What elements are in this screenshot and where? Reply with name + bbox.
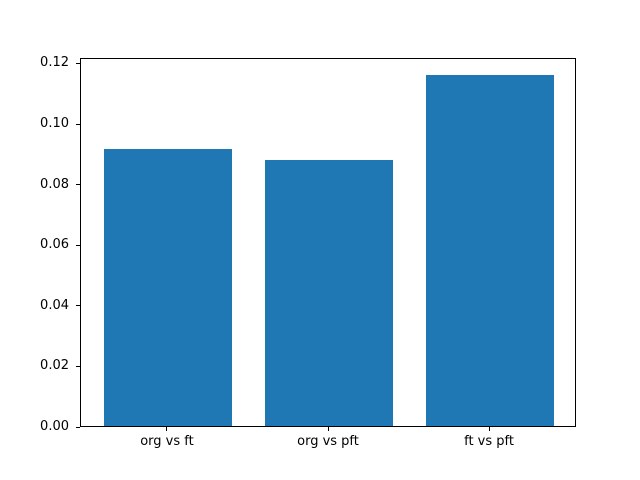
y-tick-mark [76, 305, 80, 307]
y-tick-mark [76, 426, 80, 428]
x-tick-mark [166, 427, 168, 431]
x-tick-mark [488, 427, 490, 431]
y-tick-label: 0.00 [40, 419, 69, 434]
x-tick-mark [327, 427, 329, 431]
bar-ft-vs-pft [425, 74, 555, 426]
bar-org-vs-pft [264, 160, 394, 426]
y-tick-label: 0.10 [40, 116, 69, 132]
y-tick-mark [76, 365, 80, 367]
x-tick-label: ft vs pft [464, 434, 514, 449]
y-tick-mark [76, 123, 80, 125]
y-tick-label: 0.02 [40, 358, 69, 374]
y-tick-mark [76, 62, 80, 64]
bar-org-vs-ft [103, 148, 233, 426]
y-tick-label: 0.08 [40, 176, 69, 192]
y-tick-mark [76, 244, 80, 246]
y-tick-label: 0.06 [40, 237, 69, 253]
x-tick-label: org vs pft [297, 434, 359, 449]
y-tick-label: 0.12 [40, 55, 69, 71]
x-tick-label: org vs ft [140, 434, 194, 449]
plot-area [80, 58, 576, 427]
y-tick-mark [76, 184, 80, 186]
y-tick-label: 0.04 [40, 297, 69, 313]
